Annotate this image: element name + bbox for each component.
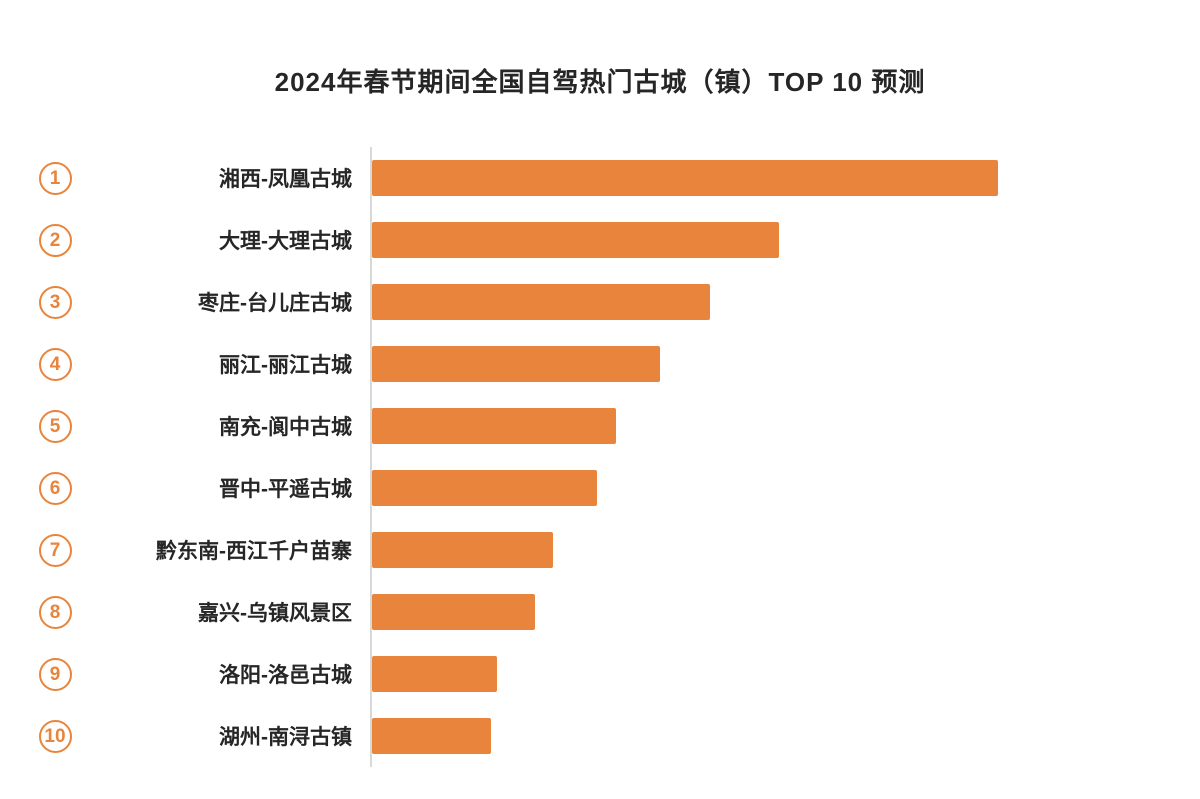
bar-track [370, 457, 1190, 519]
category-label: 嘉兴-乌镇风景区 [198, 602, 352, 625]
rank-cell: 7 [0, 533, 110, 567]
category-label: 湖州-南浔古镇 [219, 726, 352, 749]
rank-badge: 1 [38, 161, 72, 195]
bar-track [370, 395, 1190, 457]
bar [372, 718, 491, 754]
bar-track [370, 333, 1190, 395]
rank-cell: 1 [0, 161, 110, 195]
chart-row: 9 洛阳-洛邑古城 [0, 643, 1190, 705]
bar-chart: 1 湘西-凤凰古城 2 大理-大理古城 3 枣庄-台儿庄古城 4 丽江-丽江古城 5 南充-阆中古… [0, 147, 1200, 767]
bar-track [370, 519, 1190, 581]
rank-badge: 8 [38, 595, 72, 629]
rank-badge: 4 [38, 347, 72, 381]
chart-row: 8 嘉兴-乌镇风景区 [0, 581, 1190, 643]
rank-cell: 8 [0, 595, 110, 629]
rank-cell: 4 [0, 347, 110, 381]
rank-badge: 5 [38, 409, 72, 443]
chart-row: 10 湖州-南浔古镇 [0, 705, 1190, 767]
rank-cell: 10 [0, 719, 110, 753]
bar-track [370, 147, 1190, 209]
bar [372, 594, 535, 630]
rank-cell: 5 [0, 409, 110, 443]
chart-row: 4 丽江-丽江古城 [0, 333, 1190, 395]
bar [372, 408, 617, 444]
bar-track [370, 643, 1190, 705]
rank-badge: 3 [38, 285, 72, 319]
rank-badge: 10 [38, 719, 72, 753]
rank-badge: 2 [38, 223, 72, 257]
chart-row: 1 湘西-凤凰古城 [0, 147, 1190, 209]
bar-track [370, 209, 1190, 271]
chart-title: 2024年春节期间全国自驾热门古城（镇）TOP 10 预测 [274, 67, 926, 97]
rank-cell: 3 [0, 285, 110, 319]
bar-track [370, 271, 1190, 333]
bar [372, 656, 498, 692]
bar [372, 284, 710, 320]
chart-row: 6 晋中-平遥古城 [0, 457, 1190, 519]
bar-track [370, 581, 1190, 643]
bar [372, 160, 998, 196]
category-label: 洛阳-洛邑古城 [219, 664, 352, 687]
category-label: 晋中-平遥古城 [219, 478, 352, 501]
rank-cell: 2 [0, 223, 110, 257]
category-label: 大理-大理古城 [219, 230, 352, 253]
bar [372, 222, 779, 258]
bar [372, 346, 660, 382]
chart-row: 2 大理-大理古城 [0, 209, 1190, 271]
rank-badge: 6 [38, 471, 72, 505]
bar [372, 532, 554, 568]
chart-row: 5 南充-阆中古城 [0, 395, 1190, 457]
category-label: 丽江-丽江古城 [219, 354, 352, 377]
category-label: 湘西-凤凰古城 [219, 168, 352, 191]
rank-cell: 9 [0, 657, 110, 691]
rank-badge: 9 [38, 657, 72, 691]
rank-cell: 6 [0, 471, 110, 505]
category-label: 黔东南-西江千户苗寨 [156, 540, 352, 563]
category-label: 南充-阆中古城 [219, 416, 352, 439]
category-label: 枣庄-台儿庄古城 [198, 292, 352, 315]
chart-row: 7 黔东南-西江千户苗寨 [0, 519, 1190, 581]
bar-track [370, 705, 1190, 767]
rank-badge: 7 [38, 533, 72, 567]
bar [372, 470, 598, 506]
chart-row: 3 枣庄-台儿庄古城 [0, 271, 1190, 333]
